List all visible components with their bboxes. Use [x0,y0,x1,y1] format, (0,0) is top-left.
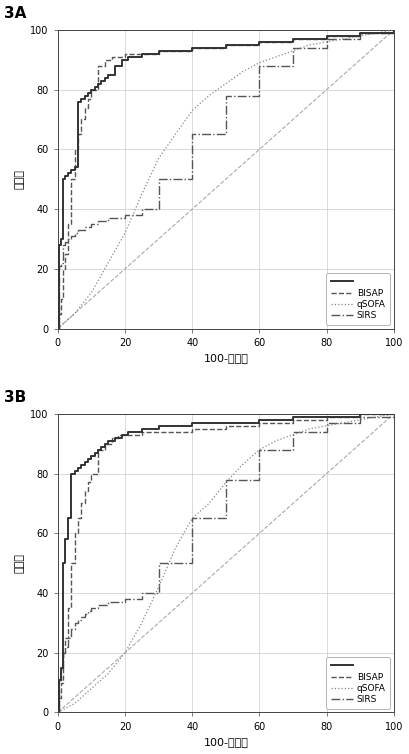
Text: 3A: 3A [4,6,26,21]
X-axis label: 100-特异性: 100-特异性 [203,737,248,747]
Legend: , BISAP, qSOFA, SIRS: , BISAP, qSOFA, SIRS [326,273,389,325]
Y-axis label: 敏感性: 敏感性 [15,553,25,573]
Y-axis label: 敏感性: 敏感性 [15,169,25,189]
X-axis label: 100-特异性: 100-特异性 [203,353,248,363]
Text: 3B: 3B [4,390,26,405]
Legend: , BISAP, qSOFA, SIRS: , BISAP, qSOFA, SIRS [326,657,389,709]
